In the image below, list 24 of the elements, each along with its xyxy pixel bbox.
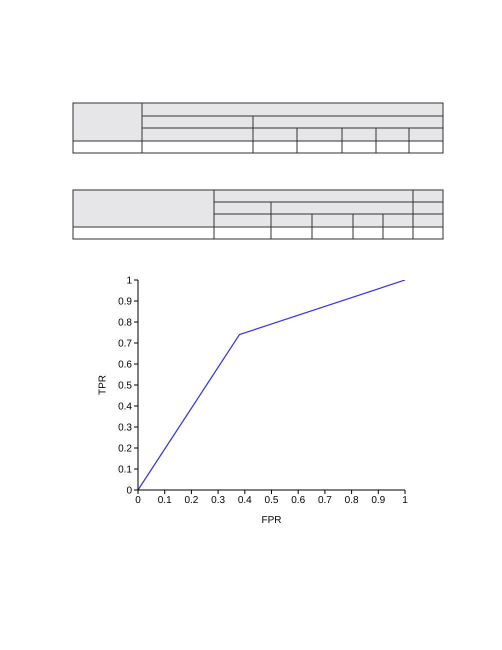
x-tick-label: 0.9 bbox=[371, 495, 386, 506]
y-axis-title: TPR bbox=[98, 375, 109, 395]
x-tick-label: 0.6 bbox=[291, 495, 306, 506]
x-tick-label: 0 bbox=[135, 495, 142, 506]
x-tick-label: 0.5 bbox=[264, 495, 279, 506]
y-tick-label: 0.9 bbox=[118, 296, 132, 308]
y-tick-label: 0.2 bbox=[118, 444, 132, 455]
y-tick-label: 0.4 bbox=[118, 402, 132, 413]
y-tick-label: 0.3 bbox=[118, 422, 132, 434]
x-axis-title: FPR bbox=[262, 515, 282, 526]
x-tick-label: 1 bbox=[402, 495, 408, 506]
x-tick-label: 0.2 bbox=[184, 495, 199, 506]
x-tick-label: 0.8 bbox=[344, 495, 359, 506]
x-tick-label: 0.3 bbox=[211, 495, 226, 506]
y-tick-label: 0.1 bbox=[118, 464, 132, 476]
x-tick-label: 0.7 bbox=[318, 495, 332, 506]
y-tick-label: 0.7 bbox=[118, 338, 132, 350]
y-tick-label: 0 bbox=[126, 486, 132, 497]
y-tick-label: 1 bbox=[126, 276, 132, 287]
x-tick-label: 0.4 bbox=[238, 495, 252, 506]
y-tick-label: 0.5 bbox=[118, 380, 132, 392]
y-tick-label: 0.8 bbox=[118, 318, 132, 329]
x-tick-label: 0.1 bbox=[158, 495, 172, 506]
y-tick-label: 0.6 bbox=[118, 360, 132, 371]
